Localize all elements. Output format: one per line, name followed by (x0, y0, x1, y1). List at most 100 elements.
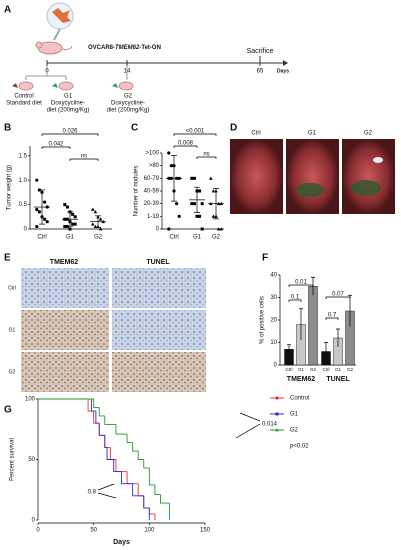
group-connector (25, 66, 128, 80)
diet-mice (12, 81, 134, 91)
survival-step (115, 459, 128, 473)
survival-step (132, 442, 139, 452)
survival-step (143, 495, 150, 509)
x-tick-label: G2 (94, 235, 103, 241)
dot (73, 215, 77, 219)
group-label: diet (200mg/Kg) (107, 108, 150, 114)
dot (275, 396, 279, 400)
dot (45, 220, 49, 224)
y-axis-label: Tumor weight (g) (7, 165, 13, 210)
dot (211, 189, 216, 193)
photo-detail (296, 183, 324, 197)
dot (198, 189, 202, 193)
survival-step (95, 411, 100, 424)
survival-step (132, 483, 144, 497)
dot (98, 227, 103, 231)
p-bracket (288, 284, 314, 287)
panel-letter: G (4, 405, 12, 416)
x-tick-label: 50 (90, 528, 97, 534)
photo (286, 139, 339, 214)
p-bracket (325, 317, 339, 320)
sd-bar (67, 211, 73, 227)
mouse-icon (35, 41, 73, 55)
survival-step (104, 435, 111, 448)
syringe-icon (46, 2, 74, 41)
x-tick-label: Ctrl (169, 235, 178, 241)
model-part: TMEM62 (115, 45, 140, 51)
annotation: 0.8 (88, 490, 97, 496)
p-bracket (173, 145, 198, 148)
time-label: 65 (257, 69, 264, 75)
dot (209, 176, 213, 180)
survival-step (93, 411, 100, 424)
p-value: ns (81, 154, 87, 160)
p-value: 0.7 (328, 313, 337, 319)
y-tick-label: >100 (145, 151, 159, 157)
dot (93, 210, 98, 214)
annotation: 0.014 (262, 422, 278, 428)
dot (195, 214, 199, 218)
y-tick-label: 20 (270, 318, 277, 324)
ihc-image (112, 268, 206, 308)
timeline-arrow (283, 60, 288, 66)
column-label: G1 (308, 131, 317, 137)
y-tick-label: >80 (149, 163, 160, 169)
group-label: Doxycycline- (111, 101, 145, 107)
dot (219, 227, 223, 231)
ihc-image (21, 352, 109, 392)
p-value: 0.026 (62, 129, 78, 135)
y-axis-label: Percent survival (10, 438, 16, 481)
survival-step (106, 447, 114, 460)
survival-step (98, 423, 105, 436)
x-tick-label: G1 (193, 235, 202, 241)
ihc-image (112, 352, 206, 392)
x-tick-label: G1 (335, 367, 342, 372)
dot (71, 222, 75, 226)
panel-d: D Ctrl G1 G2 (230, 123, 395, 214)
group-label: G2 (124, 94, 133, 100)
x-tick-label: 100 (144, 528, 155, 534)
survival-step (104, 415, 116, 425)
column-label: TUNEL (146, 259, 170, 266)
dot (200, 227, 204, 231)
dot (93, 224, 98, 228)
panel-letter: C (131, 123, 138, 134)
x-tick-label: G2 (347, 367, 354, 372)
survival-step (148, 507, 155, 515)
dot (175, 202, 179, 206)
dot (63, 225, 67, 229)
y-tick-label: 0 (156, 227, 160, 233)
y-tick-label: 40-59 (144, 189, 160, 195)
survival-step (93, 399, 100, 408)
legend-label: G2 (290, 428, 299, 434)
survival-step (98, 423, 105, 436)
survival-step (115, 424, 128, 435)
group-label: diet (200mg/Kg) (47, 108, 90, 114)
x-tick-label: 150 (200, 528, 211, 534)
y-tick-label: 20-39 (144, 201, 160, 207)
model-name: OVCAR8-TMEM62-Tet-ON (88, 45, 161, 51)
group-label: Control (14, 94, 33, 100)
x-tick-label: G2 (310, 367, 317, 372)
photo-detail (373, 157, 383, 163)
dot (91, 207, 95, 211)
y-tick-label: 0.5 (19, 202, 28, 208)
survival-step (143, 459, 150, 469)
dot (35, 207, 39, 212)
dot (37, 210, 42, 214)
panel-letter: F (262, 253, 268, 264)
sd-bar (39, 189, 45, 225)
dot (35, 178, 39, 182)
group-label: G1 (64, 94, 73, 100)
row-label: G2 (9, 369, 16, 375)
dot (169, 164, 173, 168)
panel-e: E TMEM62 TUNEL Ctrl G1 G2 (4, 253, 206, 392)
p-bracket (325, 296, 351, 299)
annotation: p<0.02 (290, 444, 309, 450)
dot (190, 176, 194, 180)
dot (68, 227, 72, 231)
survival-step (154, 484, 161, 496)
p-bracket (41, 133, 99, 136)
y-tick-label: 50 (28, 457, 35, 463)
annotation-leader (235, 412, 261, 439)
